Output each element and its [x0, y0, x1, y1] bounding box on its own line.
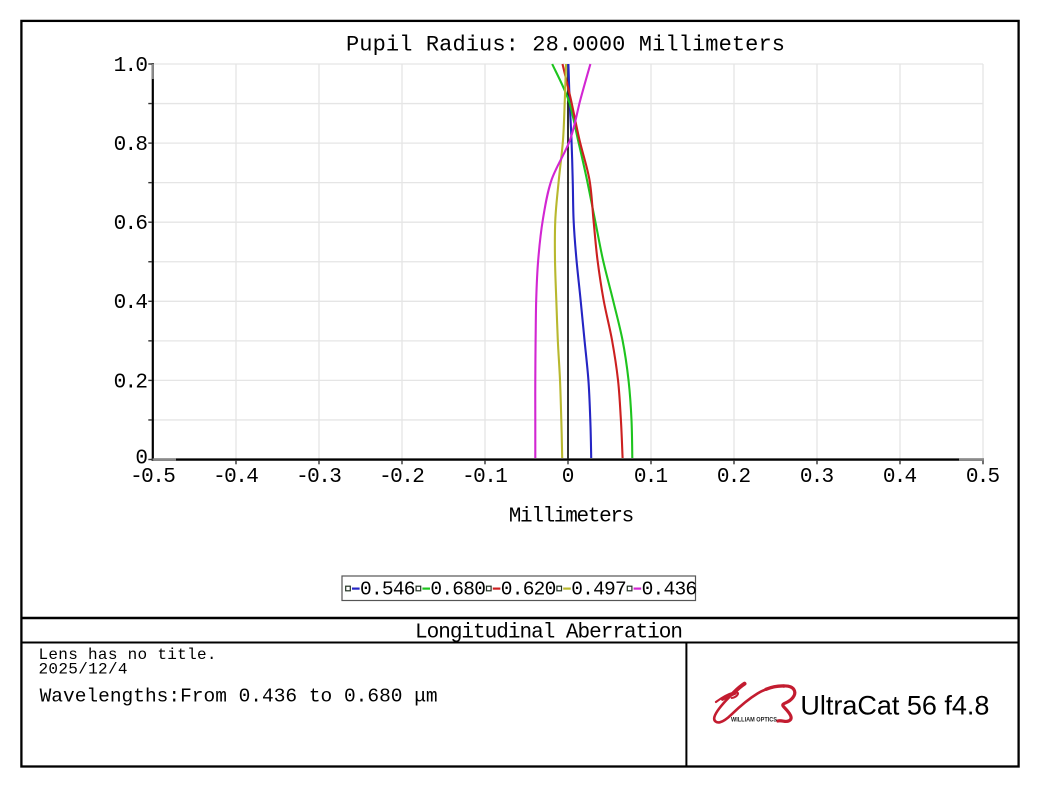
- svg-text:-0.4: -0.4: [213, 466, 259, 489]
- svg-text:0.497: 0.497: [571, 579, 627, 601]
- svg-text:0: 0: [135, 447, 148, 470]
- svg-text:-0.2: -0.2: [379, 466, 425, 489]
- svg-text:Millimeters: Millimeters: [509, 506, 635, 529]
- svg-text:2025/12/4: 2025/12/4: [39, 661, 128, 679]
- svg-text:0.5: 0.5: [966, 466, 1000, 489]
- svg-text:Longitudinal Aberration: Longitudinal Aberration: [415, 622, 683, 645]
- svg-text:-0.5: -0.5: [130, 466, 176, 489]
- svg-text:0.4: 0.4: [114, 292, 148, 315]
- svg-text:0.4: 0.4: [883, 466, 917, 489]
- svg-text:0: 0: [562, 466, 575, 489]
- svg-text:0.2: 0.2: [717, 466, 751, 489]
- svg-text:Pupil Radius: 28.0000 Millimet: Pupil Radius: 28.0000 Millimeters: [346, 33, 785, 58]
- svg-text:0.6: 0.6: [114, 213, 148, 236]
- svg-text:0.620: 0.620: [501, 579, 557, 601]
- svg-text:-0.3: -0.3: [296, 466, 342, 489]
- svg-text:0.3: 0.3: [800, 466, 834, 489]
- svg-text:Lens has no title.: Lens has no title.: [39, 646, 217, 664]
- svg-text:0.8: 0.8: [114, 134, 148, 157]
- svg-text:0.436: 0.436: [642, 579, 698, 601]
- svg-text:0.1: 0.1: [634, 466, 668, 489]
- svg-text:1.0: 1.0: [114, 55, 148, 78]
- svg-text:0.546: 0.546: [360, 579, 416, 601]
- svg-text:0.680: 0.680: [430, 579, 486, 601]
- svg-text:-0.1: -0.1: [462, 466, 508, 489]
- svg-text:WILLIAM OPTICS: WILLIAM OPTICS: [731, 718, 777, 724]
- svg-text:UltraCat 56 f4.8: UltraCat 56 f4.8: [800, 691, 989, 721]
- svg-text:0.2: 0.2: [114, 371, 148, 394]
- svg-text:Wavelengths:From 0.436 to 0.68: Wavelengths:From 0.436 to 0.680 μm: [40, 686, 438, 708]
